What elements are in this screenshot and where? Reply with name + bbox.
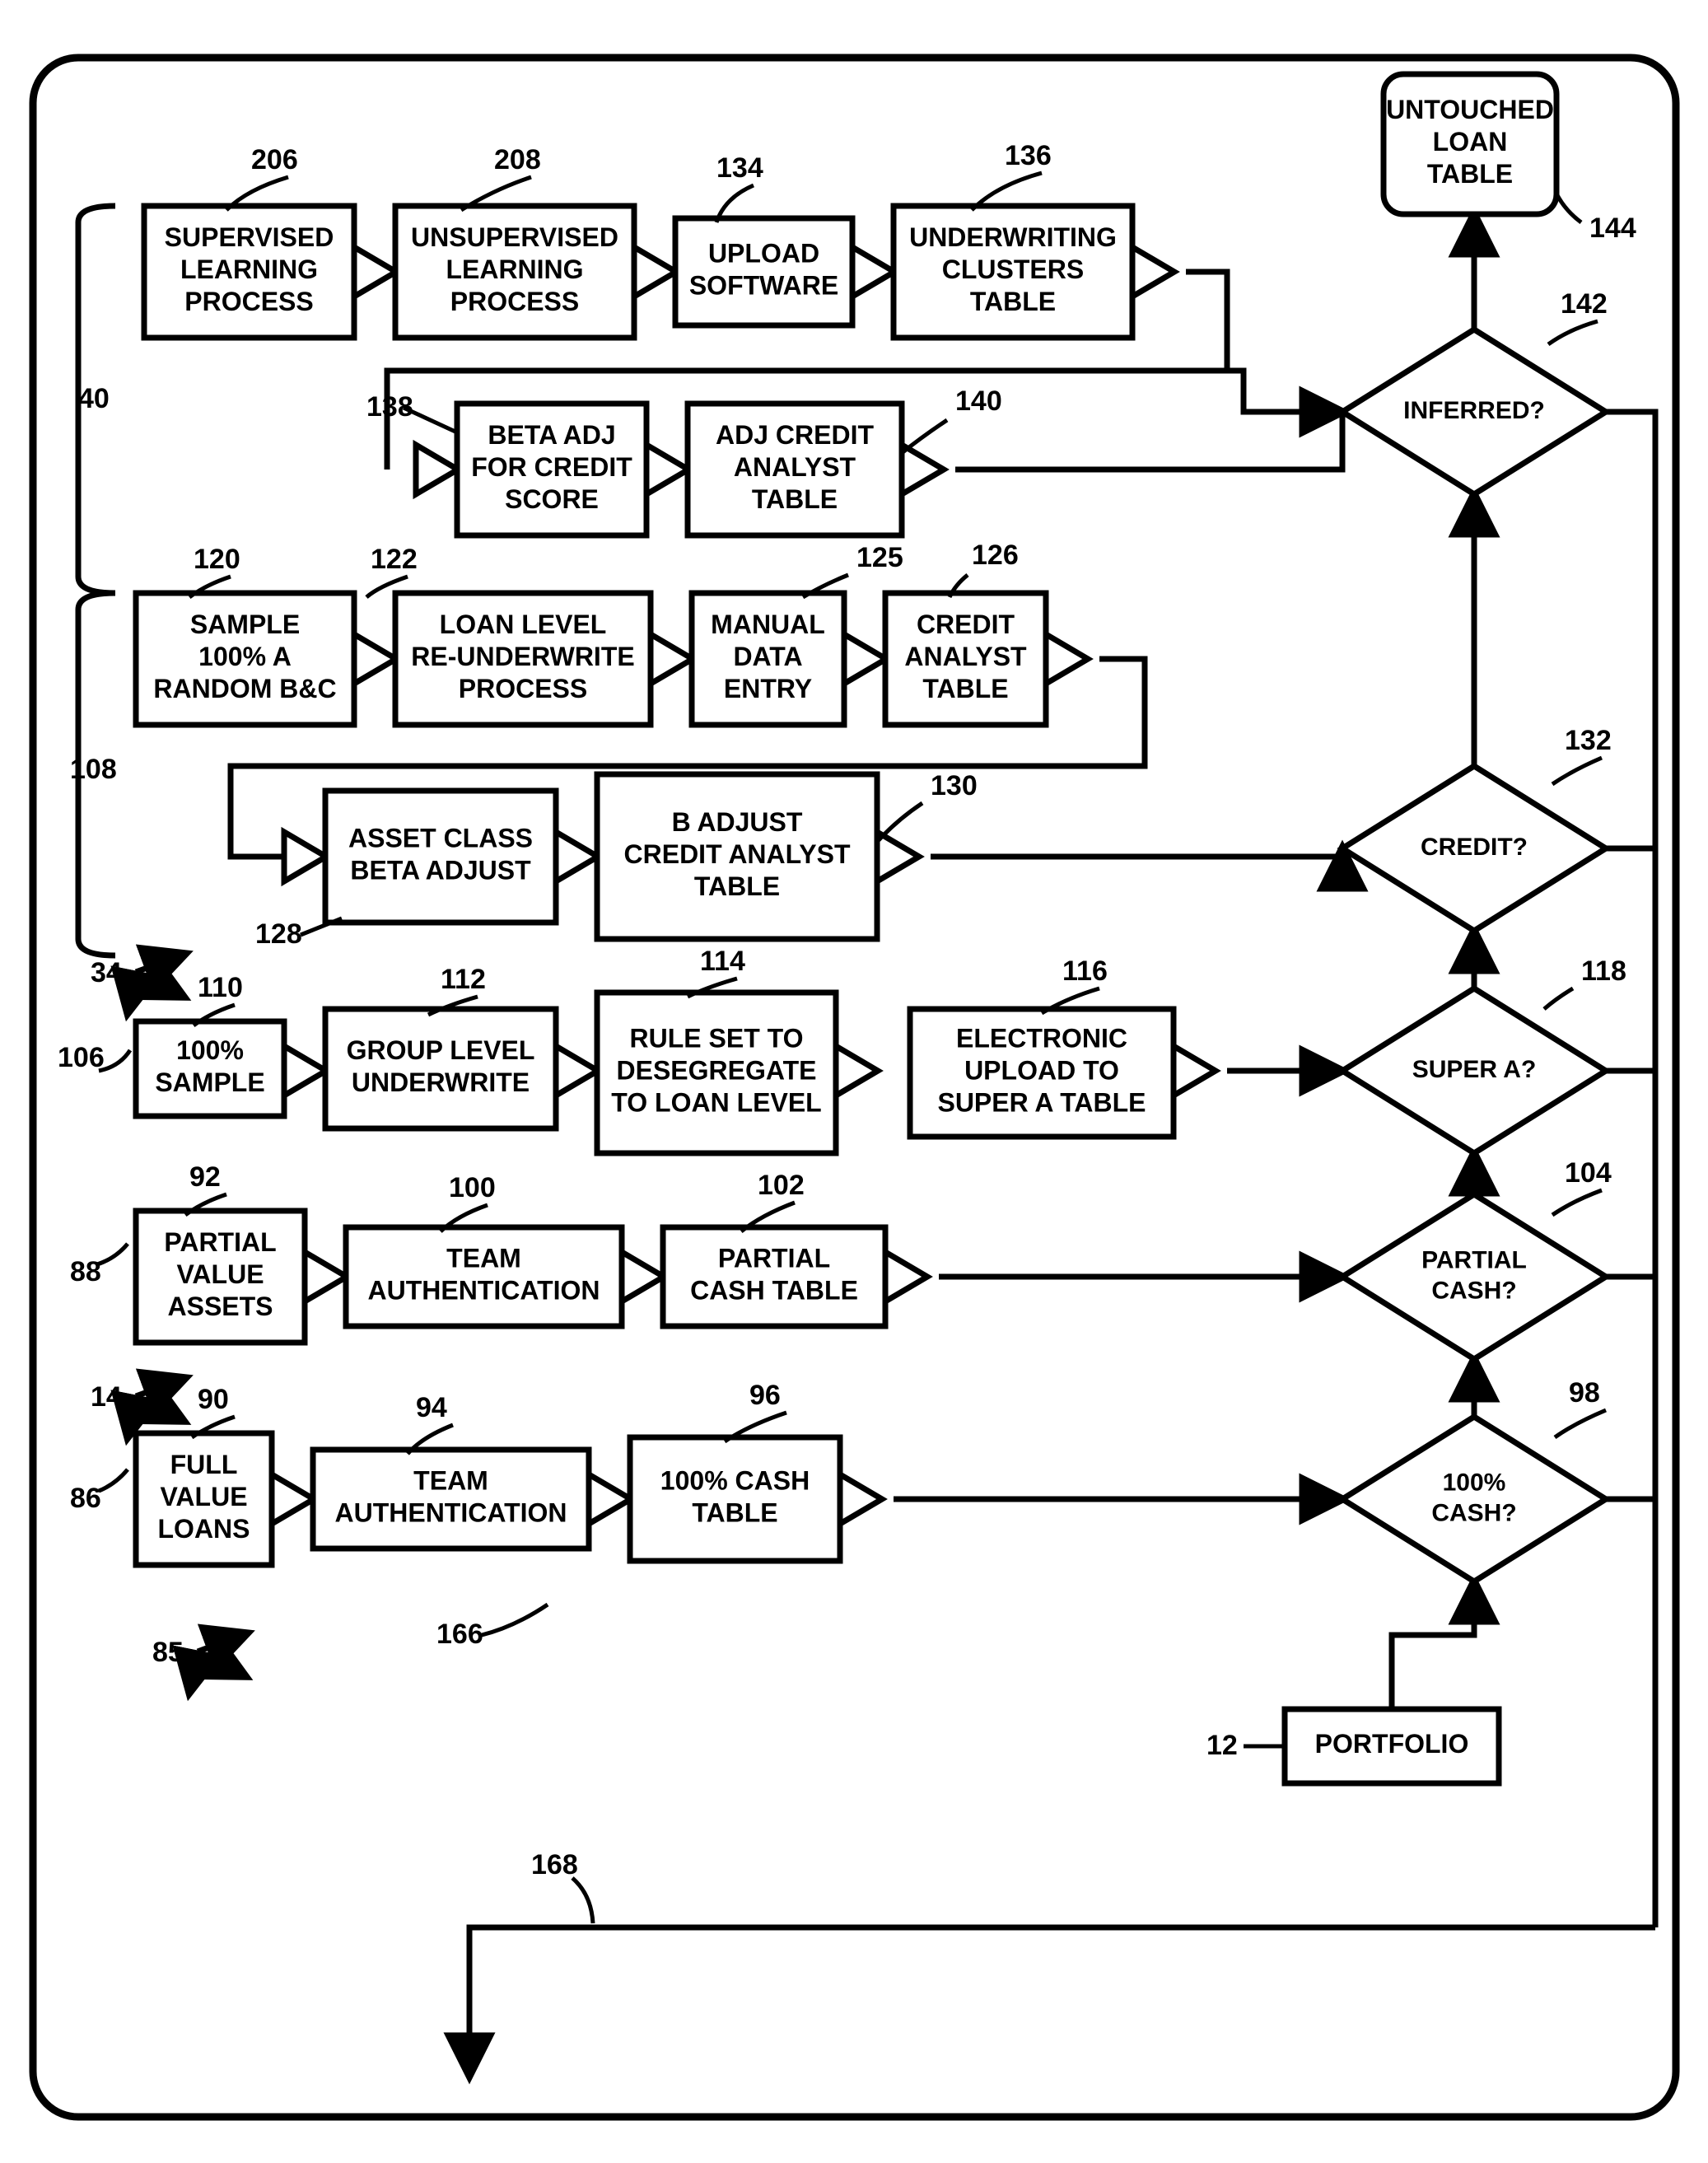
- svg-text:88: 88: [70, 1256, 101, 1287]
- svg-text:SUPER A?: SUPER A?: [1412, 1056, 1537, 1083]
- svg-text:140: 140: [955, 385, 1002, 417]
- svg-text:132: 132: [1565, 725, 1612, 756]
- svg-text:126: 126: [972, 540, 1019, 571]
- svg-text:168: 168: [531, 1849, 578, 1880]
- svg-text:FULLVALUELOANS: FULLVALUELOANS: [158, 1450, 250, 1544]
- svg-text:94: 94: [416, 1392, 447, 1423]
- svg-text:112: 112: [441, 964, 486, 995]
- svg-text:125: 125: [856, 542, 903, 573]
- svg-text:114: 114: [700, 946, 745, 977]
- svg-text:136: 136: [1005, 140, 1052, 171]
- svg-text:PARTIALVALUEASSETS: PARTIALVALUEASSETS: [164, 1227, 276, 1321]
- svg-text:90: 90: [198, 1384, 229, 1415]
- flowchart-canvas: UNTOUCHEDLOANTABLESUPERVISEDLEARNINGPROC…: [0, 0, 1708, 2163]
- svg-text:120: 120: [194, 544, 240, 575]
- svg-text:34: 34: [91, 957, 122, 988]
- svg-text:118: 118: [1581, 955, 1626, 987]
- svg-text:100: 100: [449, 1172, 496, 1203]
- svg-text:130: 130: [931, 770, 978, 801]
- svg-text:134: 134: [716, 152, 763, 184]
- svg-text:PORTFOLIO: PORTFOLIO: [1315, 1729, 1469, 1759]
- svg-text:CREDIT?: CREDIT?: [1421, 834, 1528, 861]
- svg-text:102: 102: [758, 1170, 805, 1201]
- svg-text:14: 14: [91, 1381, 122, 1413]
- svg-text:144: 144: [1589, 213, 1636, 244]
- svg-text:110: 110: [198, 972, 243, 1003]
- svg-text:108: 108: [70, 754, 117, 785]
- svg-text:208: 208: [494, 144, 541, 175]
- svg-text:116: 116: [1062, 955, 1108, 987]
- svg-text:ELECTRONICUPLOAD TOSUPER A TAB: ELECTRONICUPLOAD TOSUPER A TABLE: [937, 1024, 1146, 1118]
- svg-text:85: 85: [152, 1637, 184, 1668]
- svg-text:96: 96: [749, 1380, 781, 1411]
- svg-text:INFERRED?: INFERRED?: [1403, 397, 1545, 424]
- svg-text:40: 40: [78, 383, 110, 414]
- svg-text:166: 166: [436, 1619, 483, 1650]
- svg-text:RULE SET TODESEGREGATETO LOAN: RULE SET TODESEGREGATETO LOAN LEVEL: [611, 1024, 821, 1118]
- svg-text:86: 86: [70, 1483, 101, 1514]
- svg-text:12: 12: [1206, 1730, 1238, 1761]
- svg-text:106: 106: [58, 1042, 105, 1073]
- svg-text:98: 98: [1569, 1377, 1600, 1409]
- svg-text:92: 92: [189, 1161, 221, 1193]
- svg-text:138: 138: [366, 391, 413, 423]
- svg-text:104: 104: [1565, 1157, 1612, 1189]
- svg-text:128: 128: [255, 918, 302, 950]
- svg-text:142: 142: [1561, 288, 1608, 320]
- svg-text:122: 122: [371, 544, 418, 575]
- svg-text:SUPERVISEDLEARNINGPROCESS: SUPERVISEDLEARNINGPROCESS: [165, 222, 334, 316]
- svg-text:206: 206: [251, 144, 298, 175]
